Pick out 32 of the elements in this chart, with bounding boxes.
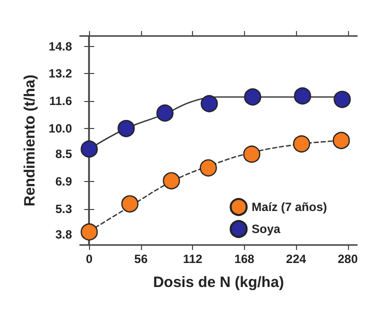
point bbox=[334, 90, 351, 108]
y-tick-label: 3.8 bbox=[55, 228, 72, 242]
point bbox=[332, 132, 350, 150]
y-tick-label: 8.5 bbox=[55, 147, 72, 162]
legend-label: Maíz (7 años) bbox=[252, 200, 328, 214]
y-tick-label: 13.2 bbox=[48, 66, 72, 81]
y-axis-title: Rendimiento (t/ha) bbox=[22, 74, 39, 206]
x-tick-label: 112 bbox=[182, 252, 203, 266]
x-axis-title: Dosis de N (kg/ha) bbox=[153, 274, 284, 291]
point bbox=[200, 95, 218, 112]
y-tick-label: 11.6 bbox=[49, 94, 72, 108]
x-tick-label: 280 bbox=[338, 252, 358, 266]
y-tick-label: 10.0 bbox=[48, 122, 72, 136]
y-tick-label: 14.8 bbox=[48, 39, 72, 54]
point bbox=[80, 140, 98, 158]
x-tick-label: 224 bbox=[286, 252, 306, 266]
x-tick-label: 168 bbox=[234, 252, 255, 266]
point bbox=[200, 159, 217, 177]
point bbox=[121, 195, 138, 212]
y-tick-label: 6.9 bbox=[55, 174, 72, 189]
y-tick-label: 5.3 bbox=[55, 202, 72, 216]
point bbox=[162, 172, 180, 190]
point bbox=[293, 135, 310, 153]
x-tick-label: 56 bbox=[134, 252, 148, 266]
legend-label: Soya bbox=[252, 222, 281, 236]
point bbox=[118, 120, 135, 138]
point bbox=[80, 223, 98, 241]
point bbox=[156, 104, 174, 122]
x-tick-label: 0 bbox=[86, 252, 93, 266]
point bbox=[243, 146, 260, 163]
point bbox=[244, 88, 262, 106]
point bbox=[294, 87, 312, 105]
